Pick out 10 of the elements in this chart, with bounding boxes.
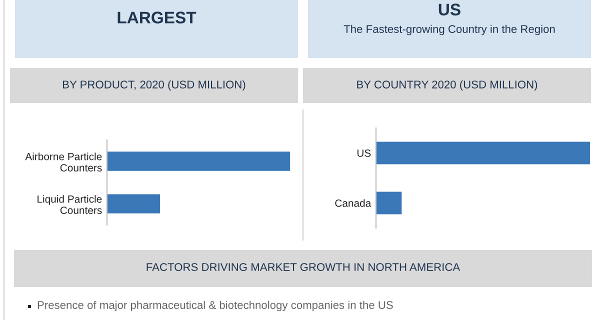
text: LARGEST	[118, 12, 196, 24]
y-tick-label: Canada	[335, 199, 372, 207]
chart-title: BY PRODUCT, 2020 (USD MILLION)	[63, 80, 246, 91]
y-tick-label: Liquid Particle Counters	[38, 195, 102, 214]
chart-title: BY COUNTRY 2020 (USD MILLION)	[357, 80, 538, 91]
text: The Fastest-growing Country in the Region	[344, 24, 555, 36]
text: Presence of major pharmaceutical & biotechnology companies in the US	[38, 300, 393, 312]
text: FACTORS DRIVING MARKET GROWTH IN NORTH AMERICA	[146, 263, 460, 271]
text: US	[438, 4, 460, 16]
y-tick-label: Airborne Particle Counters	[25, 152, 102, 172]
